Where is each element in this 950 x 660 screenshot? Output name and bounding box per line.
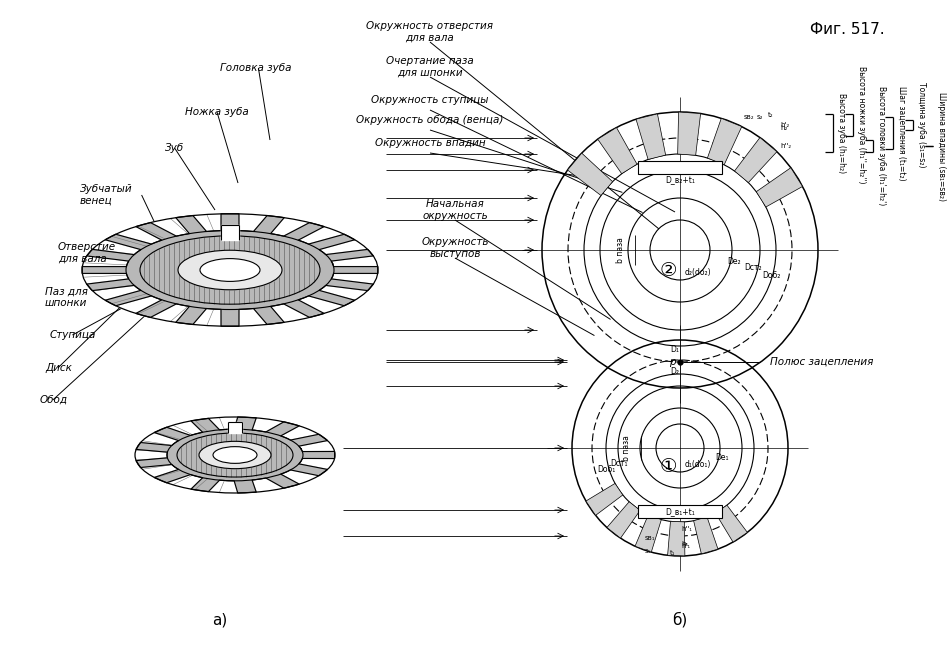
Text: Обод: Обод [40,395,68,405]
Text: h₁: h₁ [681,541,689,547]
Polygon shape [756,168,803,207]
Text: d₂(dо₂): d₂(dо₂) [685,267,712,277]
Text: d₁(dо₁): d₁(dо₁) [685,459,712,469]
Text: Окружность ступицы: Окружность ступицы [371,95,488,105]
Polygon shape [668,521,685,556]
Text: Высота ножки зуба (h₁''=h₂''): Высота ножки зуба (h₁''=h₂'') [857,66,866,183]
Text: р: р [670,357,676,367]
Text: t₂: t₂ [769,112,774,118]
Text: а): а) [213,612,228,628]
Text: Шаг зацепления (t₁=t₂): Шаг зацепления (t₁=t₂) [897,86,906,180]
Text: Головка зуба: Головка зуба [220,63,292,73]
Text: h₂: h₂ [780,125,788,131]
Text: D₂: D₂ [671,368,679,376]
Text: D₁: D₁ [671,345,679,354]
Text: Окружность отверстия
для вала: Окружность отверстия для вала [367,21,493,43]
Ellipse shape [200,259,260,281]
Text: б): б) [673,612,688,628]
Polygon shape [636,114,666,160]
Text: Зубчатый
венец: Зубчатый венец [80,184,133,206]
Polygon shape [694,517,718,554]
Ellipse shape [213,447,257,463]
Text: Dст₁: Dст₁ [611,459,628,467]
Text: Окружность
выступов: Окружность выступов [421,237,488,259]
Text: t₁: t₁ [670,550,675,556]
Polygon shape [567,153,613,195]
Text: Окружность впадин: Окружность впадин [374,138,485,148]
Text: De₁: De₁ [715,453,729,463]
Text: Dоб₁: Dоб₁ [598,465,616,475]
Polygon shape [708,118,742,165]
Ellipse shape [199,442,271,469]
Polygon shape [715,505,748,542]
Text: Ножка зуба: Ножка зуба [185,107,249,117]
Polygon shape [228,422,241,433]
Text: Фиг. 517.: Фиг. 517. [810,22,884,38]
Text: Dст₂: Dст₂ [744,263,762,273]
Ellipse shape [81,213,379,327]
Text: De₂: De₂ [727,257,741,267]
Text: D_в₂+t₁: D_в₂+t₁ [665,176,695,185]
Polygon shape [677,112,700,155]
Polygon shape [607,502,640,538]
Polygon shape [83,214,378,326]
Text: sв₂: sв₂ [743,114,754,120]
Text: Отверстие
для вала: Отверстие для вала [58,242,116,264]
Text: h''₂: h''₂ [780,143,791,149]
Polygon shape [734,137,777,183]
Text: b паза: b паза [616,237,625,263]
Text: b паза: b паза [622,435,631,461]
Text: Начальная
окружность: Начальная окружность [422,199,488,221]
Text: Очертание паза
для шпонки: Очертание паза для шпонки [386,56,474,78]
Polygon shape [598,127,637,174]
Ellipse shape [134,416,336,494]
Text: s₁: s₁ [644,548,651,554]
Text: Полюс зацепления: Полюс зацепления [770,357,873,367]
Text: D_в₁+t₁: D_в₁+t₁ [665,508,694,517]
Text: Высота зуба (h₁=h₂): Высота зуба (h₁=h₂) [837,93,846,173]
Text: Толщина зуба (s₁=s₂): Толщина зуба (s₁=s₂) [917,82,926,168]
Text: Высота головки зуба (h₁'=h₂'): Высота головки зуба (h₁'=h₂') [877,86,886,206]
Polygon shape [136,417,334,493]
Ellipse shape [178,250,282,290]
Text: Ширина впадины (sв₁=sв₂): Ширина впадины (sв₁=sв₂) [937,92,946,201]
Text: Зуб: Зуб [165,143,184,153]
Text: s₂: s₂ [756,114,763,120]
Bar [638,161,722,174]
Text: sв₁: sв₁ [644,535,655,541]
Text: Паз для
шпонки: Паз для шпонки [45,286,87,308]
Text: Окружность обода (венца): Окружность обода (венца) [356,115,504,125]
Text: ②: ② [659,261,676,279]
Polygon shape [221,225,239,240]
Text: Dоб₂: Dоб₂ [762,271,780,279]
Text: h''₁: h''₁ [681,526,693,532]
Text: Диск: Диск [45,363,72,373]
Bar [638,505,722,518]
Polygon shape [635,515,661,552]
Polygon shape [586,483,623,515]
Text: h'₁: h'₁ [681,543,691,549]
Text: ①: ① [659,457,676,475]
Text: h'₂: h'₂ [780,122,789,128]
Text: Ступица: Ступица [50,330,96,340]
